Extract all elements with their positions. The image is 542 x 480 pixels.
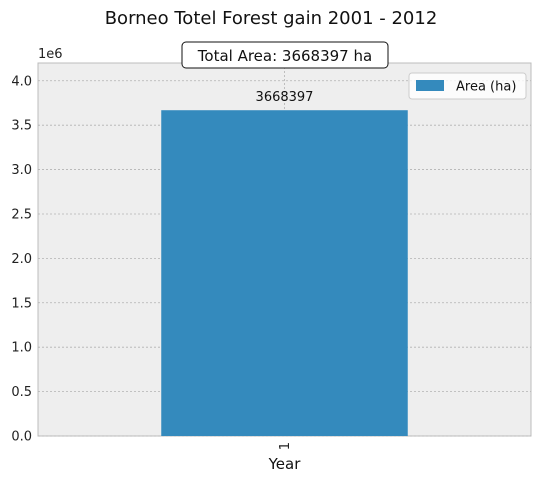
- legend: Area (ha): [408, 72, 527, 100]
- bar: [161, 110, 408, 436]
- y-axis-ticks: 0.0 0.5 1.0 1.5 2.0 2.5 3.0 3.5 4.0: [11, 74, 32, 444]
- y-tick-label: 1.0: [11, 341, 32, 356]
- annotation-frame: [181, 41, 389, 69]
- annotation-box: Total Area: 3668397 ha: [181, 41, 389, 69]
- y-tick-label: 0.0: [11, 430, 32, 445]
- legend-swatch: [416, 80, 444, 91]
- bar-data-label: 3668397: [256, 90, 314, 105]
- legend-frame: [408, 72, 527, 100]
- annotation-text: Total Area: 3668397 ha: [197, 47, 372, 65]
- y-axis-offset-label: 1e6: [38, 47, 63, 62]
- y-tick-label: 3.5: [11, 119, 32, 134]
- y-tick-label: 2.5: [11, 207, 32, 222]
- x-axis-ticks: 1: [278, 442, 293, 450]
- y-tick-label: 2.0: [11, 252, 32, 267]
- x-tick-label: 1: [278, 442, 293, 450]
- y-tick-label: 0.5: [11, 385, 32, 400]
- y-tick-label: 4.0: [11, 74, 32, 89]
- y-tick-label: 3.0: [11, 163, 32, 178]
- legend-label: Area (ha): [456, 80, 516, 95]
- chart-title: Borneo Totel Forest gain 2001 - 2012: [105, 8, 438, 29]
- bars: 3668397: [161, 90, 408, 436]
- x-axis-label: Year: [268, 455, 302, 473]
- y-tick-label: 1.5: [11, 296, 32, 311]
